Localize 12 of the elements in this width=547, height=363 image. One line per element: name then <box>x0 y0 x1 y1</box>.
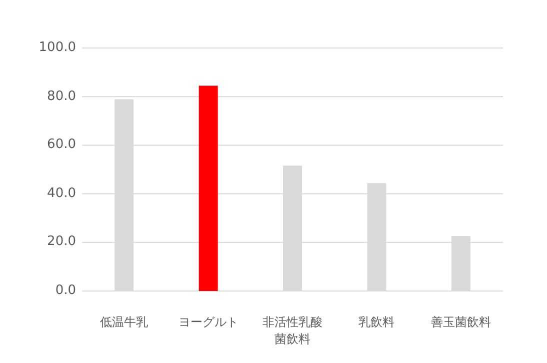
x-tick-label: ヨーグルト <box>177 314 240 331</box>
y-tick-label: 0.0 <box>54 283 76 299</box>
x-tick-label: 乳飲料 <box>358 314 396 331</box>
x-tick-label: 善玉菌飲料 <box>430 314 492 331</box>
y-tick-label: 80.0 <box>46 88 76 105</box>
y-tick-label: 20.0 <box>46 234 76 250</box>
y-tick-label: 40.0 <box>46 186 76 202</box>
y-tick-label: 60.0 <box>46 137 76 154</box>
x-tick-label: 非活性乳酸菌飲料 <box>262 314 324 348</box>
x-tick-label: 低温牛乳 <box>99 314 150 331</box>
y-tick-label: 100.0 <box>38 40 76 56</box>
bar <box>198 86 218 291</box>
